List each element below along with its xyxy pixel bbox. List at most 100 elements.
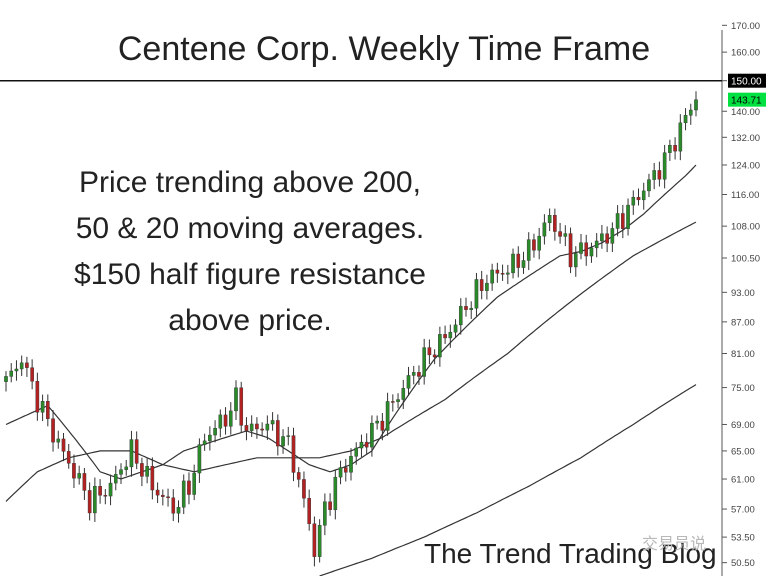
candle-body <box>155 489 160 496</box>
watermark: 交易员说 <box>642 536 707 553</box>
candle-body <box>35 381 40 413</box>
candle-body <box>448 331 453 339</box>
candle-body <box>40 401 45 413</box>
candle-body <box>641 190 646 201</box>
candle-body <box>56 438 61 443</box>
candle-body <box>234 387 238 412</box>
candle-body <box>401 388 406 400</box>
candle-body <box>516 253 521 268</box>
candle-body <box>166 496 170 499</box>
candle-body <box>307 498 311 524</box>
candle-body <box>506 272 510 275</box>
candle-body <box>589 247 594 257</box>
candle-body <box>181 480 186 508</box>
candle-body <box>140 463 144 477</box>
candle-body <box>61 438 66 452</box>
candle-body <box>150 466 155 491</box>
candle-body <box>553 215 557 232</box>
candle-body <box>113 474 118 484</box>
candle-body <box>286 435 291 437</box>
candle-body <box>218 414 223 429</box>
candle-body <box>349 456 353 473</box>
candle-body <box>542 222 547 237</box>
annotation-line: $150 half figure resistance <box>74 258 426 291</box>
candle-body <box>281 436 285 447</box>
candle-body <box>239 387 244 426</box>
candle-body <box>610 228 615 244</box>
candle-body <box>108 482 113 497</box>
chart-annotation: Price trending above 200, 50 & 20 moving… <box>40 160 460 344</box>
y-tick-label: 75.00 <box>731 383 755 394</box>
candle-body <box>526 239 531 261</box>
candle-body <box>537 235 541 251</box>
candle-body <box>134 439 139 464</box>
y-tick-label: 57.00 <box>731 505 755 516</box>
resistance-label: 150.00 <box>731 77 762 88</box>
candle-body <box>171 497 176 514</box>
y-tick-label: 61.00 <box>731 475 755 486</box>
candle-body <box>317 525 322 557</box>
candle-body <box>93 486 97 514</box>
candle-body <box>276 420 280 447</box>
candle-body <box>694 99 698 111</box>
candle-body <box>244 425 249 431</box>
candle-body <box>636 196 641 201</box>
candle-body <box>521 260 526 268</box>
candle-body <box>532 239 536 251</box>
candle-body <box>302 479 306 499</box>
candle-body <box>417 372 421 377</box>
candle-body <box>161 494 165 497</box>
candle-body <box>19 362 24 370</box>
candle-body <box>370 422 374 448</box>
candle-body <box>343 467 348 473</box>
candle-body <box>30 367 34 382</box>
candle-body <box>145 466 149 477</box>
y-tick-label: 69.00 <box>731 420 755 431</box>
candle-body <box>568 233 573 268</box>
annotation-line: 50 & 20 moving averages. <box>75 212 425 245</box>
y-tick-label: 93.00 <box>731 288 755 299</box>
candle-body <box>469 308 474 310</box>
candle-body <box>464 306 468 310</box>
candle-body <box>129 439 134 468</box>
candle-body <box>458 306 463 326</box>
candle-body <box>652 170 656 180</box>
y-tick-label: 170.00 <box>731 21 760 32</box>
candle-body <box>380 420 385 431</box>
candle-body <box>406 375 411 389</box>
price-axis: 170.00 160.00 150.00 140.00 132.00 124.00 116.… <box>0 21 766 576</box>
candle-body <box>563 233 568 237</box>
candle-body <box>688 109 693 116</box>
candle-body <box>228 410 233 427</box>
candle-body <box>354 447 359 457</box>
candle-body <box>312 523 317 557</box>
candle-body <box>605 233 609 244</box>
candle-body <box>385 401 390 431</box>
candle-body <box>558 231 562 237</box>
candle-body <box>359 441 364 449</box>
candle-body <box>72 463 76 479</box>
y-tick-label: 108.00 <box>731 222 760 233</box>
ma-line-ma200 <box>319 384 697 576</box>
candle-body <box>411 372 416 376</box>
y-tick-label: 124.00 <box>731 160 760 171</box>
candle-body <box>265 423 270 431</box>
y-tick-label: 65.00 <box>731 446 755 457</box>
candle-body <box>391 401 395 403</box>
candle-body <box>427 347 432 356</box>
y-tick-label: 160.00 <box>731 48 760 59</box>
candle-body <box>438 334 442 358</box>
candle-body <box>396 399 400 402</box>
candle-body <box>9 370 14 377</box>
candle-body <box>291 435 296 473</box>
candle-body <box>485 282 489 291</box>
candle-body <box>46 401 50 419</box>
candle-body <box>338 467 343 478</box>
candle-body <box>249 423 254 431</box>
last-price-box <box>728 92 766 107</box>
candlesticks <box>4 91 698 567</box>
candle-body <box>600 233 604 242</box>
candle-body <box>87 490 92 514</box>
candle-body <box>547 215 552 224</box>
